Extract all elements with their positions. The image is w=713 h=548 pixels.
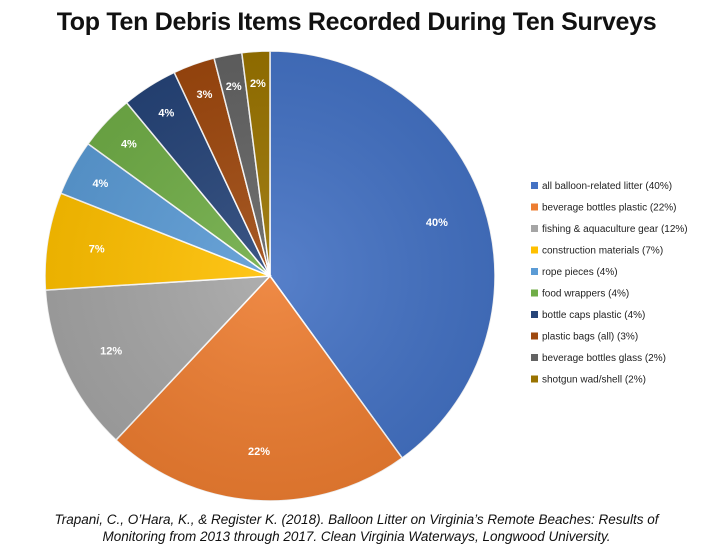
data-label-bottle-caps-plastic: 4%	[158, 108, 174, 120]
caption-line-1: Trapani, C., O’Hara, K., & Register K. (…	[54, 512, 659, 527]
data-label-shotgun-wad-shell: 2%	[250, 78, 266, 90]
legend-label-fishing-aquaculture-gear: fishing & aquaculture gear (12%)	[542, 224, 688, 235]
legend-swatch-all-balloon-related-litter	[531, 182, 538, 189]
pie-data-labels: 40% 22% 12% 7% 4% 4% 4% 3% 2% 2%	[89, 78, 448, 458]
pie-chart: 40% 22% 12% 7% 4% 4% 4% 3% 2% 2% all balloon-rela…	[44, 50, 688, 502]
legend-swatch-fishing-aquaculture-gear	[531, 225, 538, 232]
data-label-plastic-bags: 3%	[197, 89, 213, 101]
data-label-food-wrappers: 4%	[121, 139, 137, 151]
data-label-construction-materials: 7%	[89, 244, 105, 256]
caption-line-2: Monitoring from 2013 through 2017. Clean…	[102, 529, 611, 544]
legend-swatch-shotgun-wad-shell	[531, 375, 538, 383]
legend-label-plastic-bags: plastic bags (all) (3%)	[542, 332, 638, 343]
data-label-beverage-bottles-plastic: 22%	[248, 446, 270, 458]
legend: all balloon-related litter (40%) beverage…	[531, 181, 688, 386]
legend-label-bottle-caps-plastic: bottle caps plastic (4%)	[542, 310, 645, 321]
legend-swatch-beverage-bottles-glass	[531, 354, 538, 361]
legend-swatch-plastic-bags	[531, 332, 538, 340]
legend-swatch-construction-materials	[531, 246, 538, 254]
source-caption: Trapani, C., O’Hara, K., & Register K. (…	[10, 511, 703, 545]
legend-label-food-wrappers: food wrappers (4%)	[542, 289, 629, 300]
legend-label-construction-materials: construction materials (7%)	[542, 246, 663, 257]
data-label-beverage-bottles-glass: 2%	[226, 81, 242, 93]
data-label-all-balloon-related-litter: 40%	[426, 217, 448, 229]
legend-swatch-bottle-caps-plastic	[531, 311, 538, 318]
legend-label-all-balloon-related-litter: all balloon-related litter (40%)	[542, 181, 672, 192]
legend-swatch-beverage-bottles-plastic	[531, 203, 538, 211]
data-label-rope-pieces: 4%	[92, 178, 108, 190]
legend-label-beverage-bottles-plastic: beverage bottles plastic (22%)	[542, 203, 677, 214]
pie-slices	[44, 50, 496, 502]
legend-swatch-food-wrappers	[531, 289, 538, 297]
legend-label-beverage-bottles-glass: beverage bottles glass (2%)	[542, 353, 666, 364]
legend-label-rope-pieces: rope pieces (4%)	[542, 267, 618, 278]
legend-swatch-rope-pieces	[531, 268, 538, 275]
data-label-fishing-aquaculture-gear: 12%	[100, 346, 122, 358]
chart-title: Top Ten Debris Items Recorded During Ten…	[56, 8, 657, 36]
legend-label-shotgun-wad-shell: shotgun wad/shell (2%)	[542, 375, 646, 386]
